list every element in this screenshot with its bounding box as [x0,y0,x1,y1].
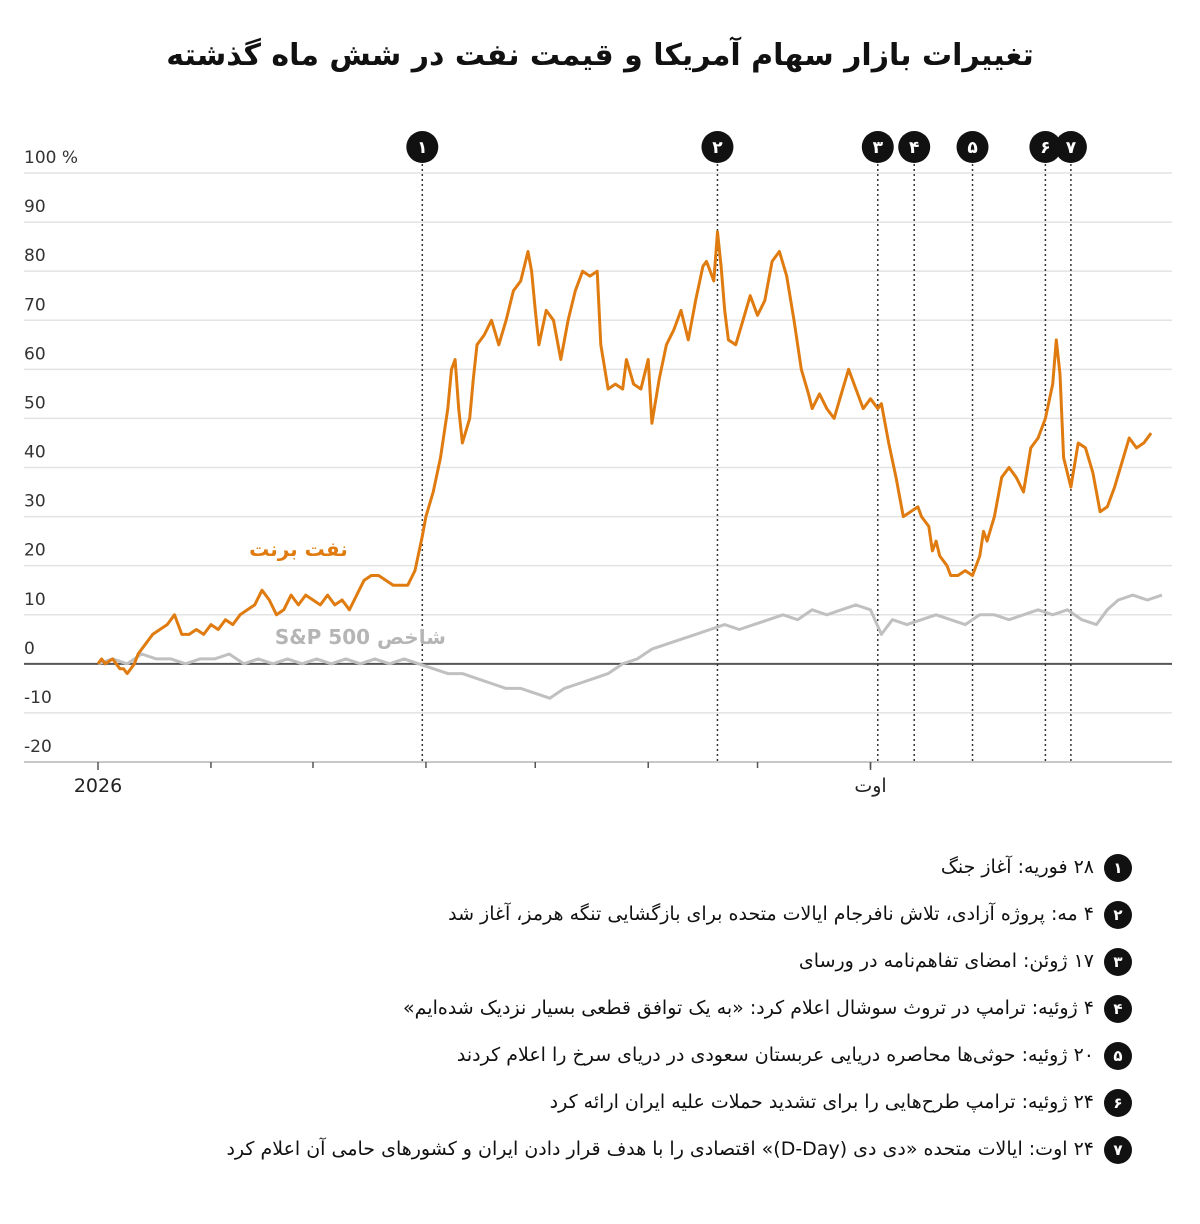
series-lines [96,230,1163,700]
event-marker-number: ۵ [967,138,977,158]
event-number-badge: ۳ [1104,947,1132,976]
event-item: ۴ ۴ ژوئیه: ترامپ در تروث سوشال اعلام کرد:… [32,985,1132,1032]
y-tick-label: 30 [24,492,46,512]
y-tick-label: 60 [24,344,46,364]
brent-line [96,230,1153,676]
y-tick-label: 100 % [24,148,78,168]
y-tick-label: 70 [24,295,46,315]
event-number-badge: ۱ [1104,853,1132,882]
event-number-badge: ۲ [1104,900,1132,929]
grid-lines [24,172,1172,763]
y-tick-label: -20 [24,737,52,757]
event-item: ۳ ۱۷ ژوئن: امضای تفاهم‌نامه در ورسای [32,938,1132,985]
y-tick-label: 20 [24,541,46,561]
event-marker-number: ۶ [1040,138,1050,158]
event-number-badge: ۷ [1104,1135,1132,1164]
y-tick-label: 50 [24,393,46,413]
event-item: ۶ ۲۴ ژوئیه: ترامپ طرح‌هایی را برای تشدید … [32,1079,1132,1126]
event-item: ۵ ۲۰ ژوئیه: حوثی‌ها محاصره دریایی عربستان… [32,1032,1132,1079]
events-list: ۱ ۲۸ فوریه: آغاز جنگ ۲ ۴ مه: پروژه آزادی، ت… [32,844,1132,1173]
event-marker-circle [956,131,989,163]
event-marker-number: ۷ [1066,138,1077,158]
y-tick-label: 40 [24,443,46,463]
event-text: ۲۴ اوت: ایالات متحده «دی دی (D-Day)» اقت… [226,1138,1094,1161]
y-tick-label: 90 [24,197,46,217]
event-marker-circle [1029,131,1062,163]
line-chart: 100 % 90 80 70 60 50 40 30 20 10 0 -10 -20 2026 اوت ۱… [24,131,1172,797]
y-tick-label: 80 [24,246,46,266]
event-marker-circle [898,131,931,163]
event-marker-circle [701,131,734,163]
event-item: ۲ ۴ مه: پروژه آزادی، تلاش نافرجام ایالات … [32,891,1132,938]
chart-title: تغییرات بازار سهام آمریکا و قیمت نفت در … [166,38,1034,73]
event-text: ۴ مه: پروژه آزادی، تلاش نافرجام ایالات م… [448,903,1094,926]
event-number-badge: ۵ [1104,1041,1132,1070]
event-text: ۲۰ ژوئیه: حوثی‌ها محاصره دریایی عربستان … [456,1044,1094,1067]
brent-label: نفت برنت [249,537,348,561]
y-tick-label: -10 [24,688,52,708]
event-item: ۱ ۲۸ فوریه: آغاز جنگ [32,844,1132,891]
y-tick-label: 10 [24,590,46,610]
event-marker-circle [406,131,439,163]
y-tick-label: 0 [24,639,35,659]
y-tick-labels: 100 % 90 80 70 60 50 40 30 20 10 0 -10 -20 [24,148,78,757]
event-marker-number: ۱ [417,138,427,158]
event-text: ۴ ژوئیه: ترامپ در تروث سوشال اعلام کرد: … [403,997,1094,1020]
event-text: ۲۸ فوریه: آغاز جنگ [940,856,1094,879]
event-text: ۲۴ ژوئیه: ترامپ طرح‌هایی را برای تشدید ح… [549,1091,1094,1114]
x-tick-label: 2026 [74,775,122,797]
event-text: ۱۷ ژوئن: امضای تفاهم‌نامه در ورسای [798,950,1094,973]
event-number-badge: ۶ [1104,1088,1132,1117]
sp500-label: شاخص S&P 500 [275,625,446,649]
event-number-badge: ۴ [1104,994,1132,1023]
x-axis: 2026 اوت [74,762,887,797]
series-labels: نفت برنت شاخص S&P 500 [249,537,446,649]
event-marker-circle [1054,131,1087,163]
sp500-line [97,593,1163,700]
event-marker-number: ۲ [712,138,723,158]
event-marker-circle [861,131,894,163]
event-marker-number: ۴ [909,138,919,158]
x-tick-label: اوت [854,775,886,797]
event-item: ۷ ۲۴ اوت: ایالات متحده «دی دی (D-Day)» اق… [32,1126,1132,1173]
event-marker-number: ۳ [873,138,884,158]
